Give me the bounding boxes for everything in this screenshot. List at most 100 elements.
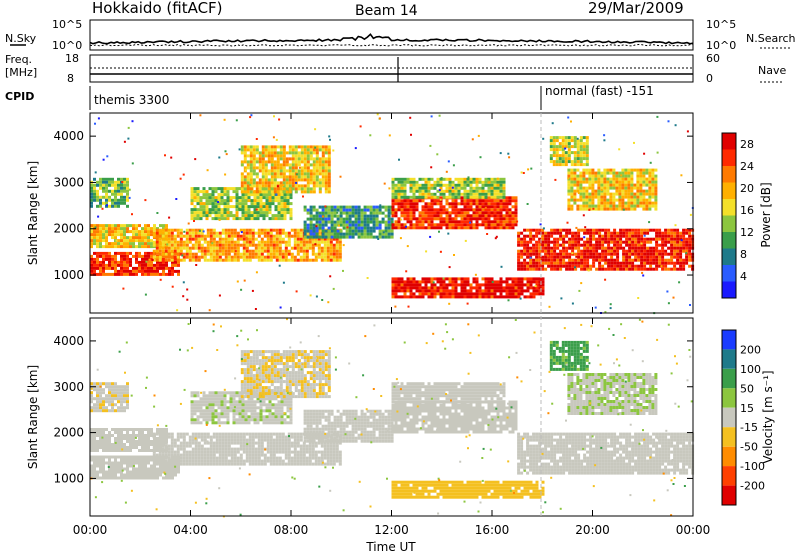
speckle-cell <box>551 122 554 125</box>
heatmap-cell <box>260 246 264 250</box>
heatmap-cell <box>484 223 488 227</box>
heatmap-cell <box>538 280 542 284</box>
heatmap-cell <box>129 449 132 452</box>
heatmap-cell <box>235 214 239 218</box>
heatmap-cell <box>493 295 497 299</box>
heatmap-cell <box>535 252 539 256</box>
speckle-cell <box>327 301 330 304</box>
heatmap-cell <box>223 211 227 215</box>
heatmap-cell <box>339 229 343 233</box>
heatmap-cell <box>141 266 144 270</box>
heatmap-cell <box>327 148 331 152</box>
speckle-cell <box>206 169 209 172</box>
heatmap-cell <box>553 240 557 244</box>
heatmap-cell <box>526 240 530 244</box>
heatmap-cell <box>582 142 586 146</box>
heatmap-cell <box>424 202 428 206</box>
heatmap-cell <box>445 189 449 193</box>
heatmap-cell <box>287 252 291 256</box>
heatmap-cell <box>496 199 500 203</box>
heatmap-cell <box>209 243 213 247</box>
heatmap-cell <box>633 183 637 187</box>
speckle-cell <box>429 144 432 147</box>
heatmap-cell <box>609 192 613 196</box>
heatmap-cell <box>610 267 614 271</box>
heatmap-cell <box>105 257 108 261</box>
heatmap-cell <box>217 193 221 197</box>
heatmap-cell <box>300 178 304 182</box>
heatmap-cell <box>132 443 135 446</box>
heatmap-cell <box>601 255 605 259</box>
heatmap-cell <box>661 243 665 247</box>
heatmap-cell <box>640 249 644 253</box>
heatmap-cell <box>159 266 162 270</box>
heatmap-cell <box>132 434 135 437</box>
heatmap-cell <box>499 277 503 281</box>
heatmap-cell <box>567 174 571 178</box>
heatmap-cell <box>609 171 613 175</box>
heatmap-cell <box>424 211 428 215</box>
heatmap-cell <box>260 228 264 232</box>
heatmap-cell <box>273 184 277 188</box>
heatmap-cell <box>150 242 153 246</box>
heatmap-cell <box>99 440 102 443</box>
heatmap-cell <box>397 205 401 209</box>
heatmap-cell <box>448 183 452 187</box>
heatmap-cell <box>496 211 500 215</box>
heatmap-cell <box>439 295 443 299</box>
noise-search-trace <box>89 43 694 47</box>
heatmap-cell <box>451 283 455 287</box>
heatmap-cell <box>502 226 506 230</box>
heatmap-cell <box>135 443 138 446</box>
heatmap-cell <box>391 180 395 184</box>
heatmap-cell <box>636 192 640 196</box>
heatmap-cell <box>589 252 593 256</box>
heatmap-cell <box>397 180 401 184</box>
heatmap-cell <box>409 202 413 206</box>
station-title: Hokkaido (fitACF) <box>92 0 223 17</box>
heatmap-cell <box>406 277 410 281</box>
heatmap-cell <box>335 249 339 253</box>
heatmap-cell <box>400 208 404 212</box>
heatmap-cell <box>442 189 446 193</box>
heatmap-cell <box>174 470 177 474</box>
heatmap-cell <box>129 272 132 276</box>
heatmap-cell <box>144 461 147 465</box>
heatmap-cell <box>129 443 132 446</box>
heatmap-cell <box>327 226 331 230</box>
heatmap-cell <box>570 183 574 187</box>
heatmap-cell <box>291 169 295 173</box>
heatmap-cell <box>415 295 419 299</box>
heatmap-cell <box>582 195 586 199</box>
heatmap-cell <box>96 449 99 452</box>
speckle-cell <box>275 138 278 141</box>
heatmap-cell <box>329 237 333 241</box>
heatmap-cell <box>585 154 589 158</box>
heatmap-cell <box>339 214 343 218</box>
heatmap-cell <box>646 231 650 235</box>
heatmap-cell <box>583 231 587 235</box>
heatmap-cell <box>565 264 569 268</box>
heatmap-cell <box>232 217 236 221</box>
heatmap-cell <box>296 252 300 256</box>
heatmap-cell <box>326 249 330 253</box>
heatmap-cell <box>466 277 470 281</box>
heatmap-cell <box>591 180 595 184</box>
heatmap-cell <box>105 224 108 228</box>
speckle-cell <box>571 302 574 305</box>
heatmap-cell <box>654 168 658 172</box>
heatmap-cell <box>616 255 620 259</box>
heatmap-cell <box>570 186 574 190</box>
heatmap-cell <box>111 257 114 261</box>
heatmap-cell <box>281 231 285 235</box>
heatmap-cell <box>153 224 156 228</box>
heatmap-cell <box>573 145 577 149</box>
heatmap-cell <box>472 214 476 218</box>
heatmap-cell <box>269 252 273 256</box>
heatmap-cell <box>607 249 611 253</box>
speckle-cell <box>445 170 448 173</box>
heatmap-cell <box>230 234 234 238</box>
heatmap-cell <box>391 202 395 206</box>
heatmap-cell <box>585 139 589 143</box>
heatmap-cell <box>670 261 674 265</box>
